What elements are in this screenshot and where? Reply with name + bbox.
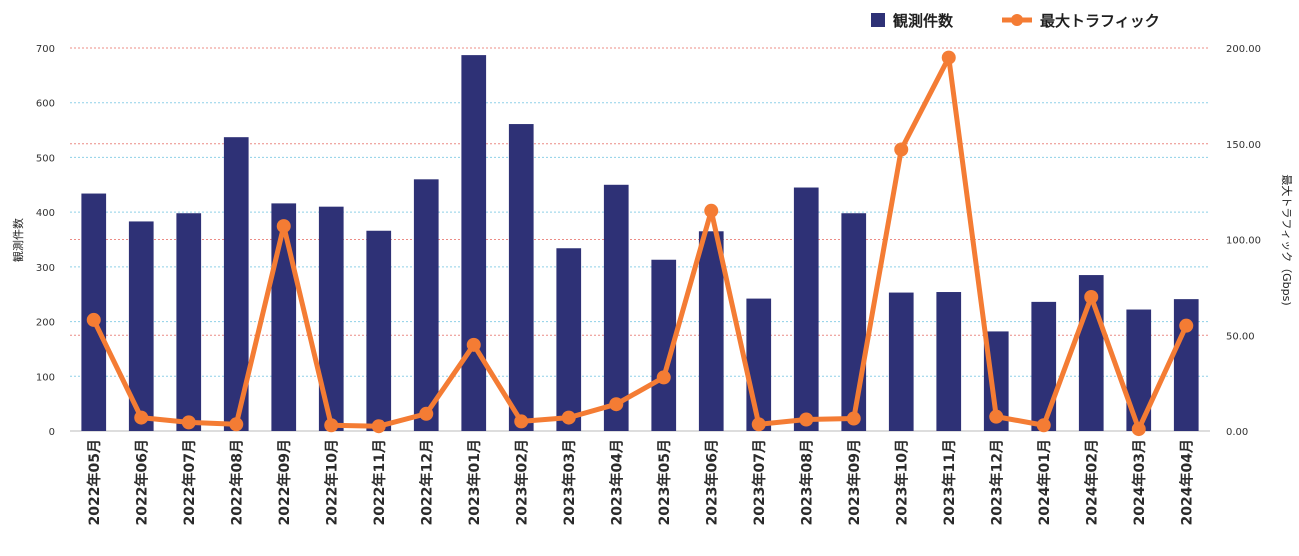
- bar: [413, 179, 439, 431]
- bar: [1031, 301, 1057, 431]
- x-tick-label: 2024年03月: [1131, 439, 1148, 525]
- traffic-point: [704, 203, 719, 218]
- x-tick-label: 2023年01月: [466, 439, 483, 525]
- traffic-point: [561, 410, 576, 425]
- right-tick-label: 0.00: [1226, 427, 1248, 438]
- left-tick-label: 300: [36, 263, 55, 274]
- traffic-point: [894, 142, 909, 157]
- left-axis-title: 観測件数: [11, 218, 25, 262]
- x-tick-label: 2022年12月: [418, 439, 435, 525]
- x-tick-label: 2022年05月: [86, 439, 103, 525]
- traffic-point: [751, 417, 766, 432]
- x-tick-label: 2023年12月: [988, 439, 1005, 525]
- traffic-point: [324, 418, 339, 433]
- right-tick-label: 50.00: [1226, 331, 1255, 342]
- bar: [461, 55, 487, 432]
- traffic-point: [609, 397, 624, 412]
- traffic-point: [1036, 418, 1051, 433]
- right-tick-label: 100.00: [1226, 236, 1261, 247]
- x-tick-label: 2022年09月: [276, 439, 293, 525]
- left-tick-label: 0: [49, 427, 55, 438]
- bar: [81, 193, 107, 431]
- right-tick-label: 200.00: [1226, 44, 1261, 55]
- bar: [556, 248, 582, 431]
- traffic-point: [86, 312, 101, 327]
- x-tick-label: 2023年03月: [561, 439, 578, 525]
- left-tick-label: 100: [36, 372, 55, 383]
- bar: [698, 231, 724, 431]
- left-tick-label: 500: [36, 153, 55, 164]
- x-tick-label: 2023年10月: [893, 439, 910, 525]
- legend-line-label: 最大トラフィック: [1040, 12, 1160, 30]
- x-tick-label: 2023年11月: [941, 439, 958, 525]
- traffic-point: [1179, 318, 1194, 333]
- legend-bar-label: 観測件数: [893, 12, 954, 30]
- traffic-point: [229, 417, 244, 432]
- traffic-point: [514, 414, 529, 429]
- traffic-point: [989, 409, 1004, 424]
- x-tick-label: 2023年09月: [846, 439, 863, 525]
- traffic-point: [1084, 289, 1099, 304]
- traffic-point: [799, 412, 814, 427]
- legend-bar-swatch: [871, 13, 885, 27]
- bar-series: [81, 55, 1199, 432]
- bar: [603, 184, 629, 431]
- x-ticks: 2022年05月 2022年06月 2022年07月 2022年08月 2022年09月…: [86, 439, 1196, 525]
- bar: [176, 213, 202, 431]
- x-tick-label: 2024年04月: [1178, 439, 1195, 525]
- x-tick-label: 2023年05月: [656, 439, 673, 525]
- traffic-point: [419, 406, 434, 421]
- left-tick-label: 400: [36, 208, 55, 219]
- traffic-point: [1131, 422, 1146, 437]
- line-series: [86, 50, 1194, 437]
- bar: [366, 230, 392, 431]
- left-tick-label: 600: [36, 99, 55, 110]
- x-tick-label: 2023年06月: [703, 439, 720, 525]
- legend: 観測件数 最大トラフィック: [871, 12, 1160, 30]
- traffic-point: [181, 415, 196, 430]
- x-tick-label: 2023年02月: [513, 439, 530, 525]
- x-tick-label: 2023年08月: [798, 439, 815, 525]
- x-tick-label: 2022年06月: [133, 439, 150, 525]
- left-tick-label: 200: [36, 318, 55, 329]
- traffic-point: [134, 410, 149, 425]
- x-tick-label: 2022年07月: [181, 439, 198, 525]
- x-tick-label: 2023年07月: [751, 439, 768, 525]
- x-tick-label: 2022年08月: [228, 439, 245, 525]
- bar: [841, 213, 867, 431]
- bar: [508, 124, 534, 431]
- right-axis-title: 最大トラフィック（Gbps): [1280, 174, 1294, 305]
- traffic-line: [91, 55, 1189, 432]
- traffic-point: [846, 411, 861, 426]
- traffic-point: [276, 219, 291, 234]
- x-tick-label: 2023年04月: [608, 439, 625, 525]
- left-tick-label: 700: [36, 44, 55, 55]
- traffic-point: [466, 337, 481, 352]
- traffic-point: [656, 370, 671, 385]
- bar: [793, 187, 819, 431]
- right-y-ticks: 0.00 50.00 100.00 150.00 200.00: [1226, 44, 1261, 438]
- bar: [271, 203, 297, 431]
- x-tick-label: 2022年11月: [371, 439, 388, 525]
- bar: [746, 298, 772, 431]
- bar: [888, 292, 914, 431]
- bar: [936, 292, 962, 431]
- legend-line-marker: [1011, 14, 1023, 26]
- traffic-point: [941, 50, 956, 65]
- x-tick-label: 2024年01月: [1036, 439, 1053, 525]
- x-tick-label: 2024年02月: [1083, 439, 1100, 525]
- left-y-ticks: 0 100 200 300 400 500 600 700: [36, 44, 55, 438]
- right-tick-label: 150.00: [1226, 140, 1261, 151]
- traffic-point: [371, 419, 386, 434]
- x-tick-label: 2022年10月: [323, 439, 340, 525]
